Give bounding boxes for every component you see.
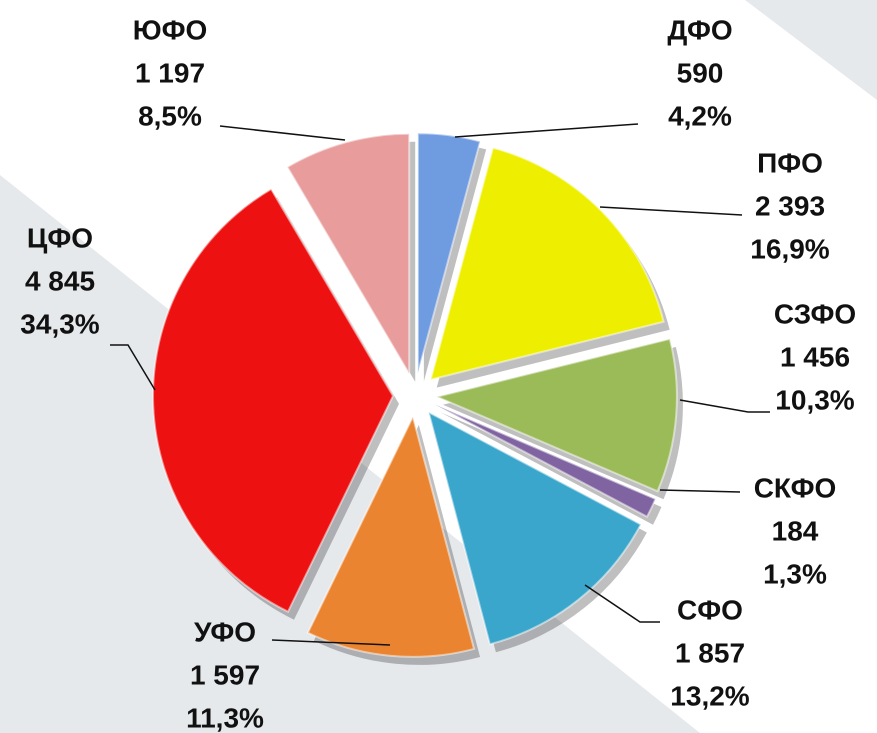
- slice-shadow: [440, 412, 662, 525]
- percentage-label: 13,2%: [670, 680, 749, 711]
- leader-line: [679, 399, 770, 413]
- category-label: УФО: [194, 616, 256, 647]
- value-label: 1 456: [780, 341, 850, 372]
- percentage-label: 4,2%: [668, 100, 732, 131]
- leader-line: [584, 584, 660, 623]
- category-label: ПФО: [757, 147, 823, 178]
- category-label: ЮФО: [133, 14, 208, 45]
- percentage-label: 16,9%: [750, 233, 829, 264]
- category-label: ЦФО: [27, 222, 93, 253]
- category-label: ДФО: [667, 14, 732, 45]
- value-label: 590: [677, 57, 724, 88]
- slice: [306, 414, 476, 658]
- category-label: СКФО: [754, 472, 837, 503]
- percentage-label: 11,3%: [186, 702, 264, 733]
- value-label: 1 857: [675, 637, 745, 668]
- leader-line: [454, 123, 639, 138]
- value-label: 184: [772, 515, 819, 546]
- value-label: 1 597: [190, 659, 260, 690]
- value-label: 2 393: [755, 190, 825, 221]
- slice: [416, 132, 482, 374]
- category-label: СФО: [677, 594, 743, 625]
- leader-line: [219, 125, 346, 141]
- percentage-label: 34,3%: [20, 308, 99, 339]
- leader-line: [599, 206, 743, 216]
- value-label: 4 845: [25, 265, 95, 296]
- pie: [152, 132, 683, 665]
- slice: [285, 132, 411, 378]
- slice: [434, 403, 657, 519]
- percentage-label: 8,5%: [138, 100, 202, 131]
- value-label: 1 197: [135, 57, 205, 88]
- slice: [429, 146, 665, 381]
- leader-line: [110, 344, 156, 391]
- percentage-label: 1,3%: [763, 558, 827, 589]
- slice: [152, 187, 395, 614]
- category-label: СЗФО: [774, 298, 856, 329]
- leader-line: [271, 639, 391, 646]
- percentage-label: 10,3%: [775, 384, 854, 415]
- labels: ДФО 590 4,2% ПФО 2 393 16,9% СЗФО 1 456 10,3% СКФ…: [20, 14, 856, 733]
- slice: [433, 337, 678, 493]
- leader-line: [659, 489, 741, 493]
